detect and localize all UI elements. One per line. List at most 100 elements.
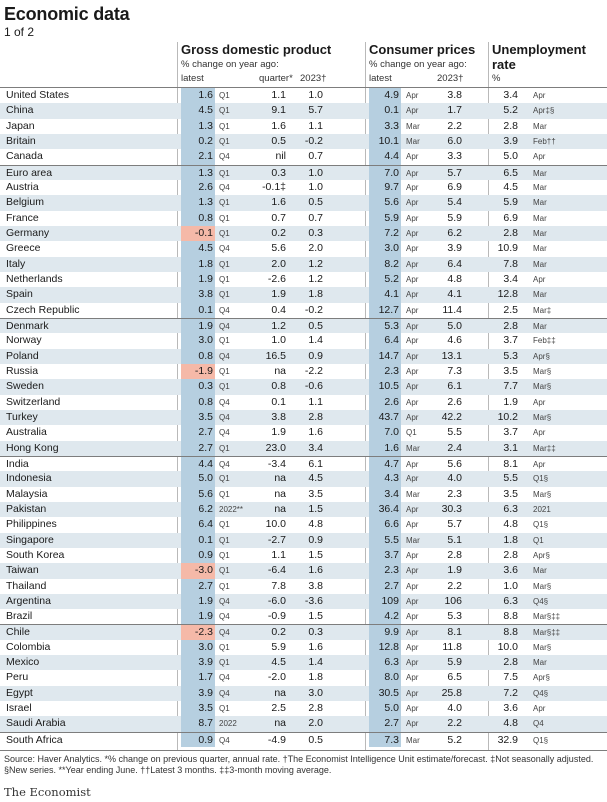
country-name: Malaysia bbox=[6, 487, 48, 500]
cpi-latest: 6.3 bbox=[369, 655, 401, 671]
cpi-latest: 3.4 bbox=[369, 486, 401, 502]
unemployment-rate: 1.9 bbox=[503, 395, 518, 408]
cpi-2023: 5.5 bbox=[447, 426, 462, 439]
cpi-latest: 5.3 bbox=[369, 318, 401, 334]
gdp-2023: -2.2 bbox=[304, 364, 323, 377]
divider-unemployment bbox=[488, 42, 489, 750]
country-name: Australia bbox=[6, 426, 47, 439]
cpi-latest: 4.1 bbox=[369, 287, 401, 303]
gdp-latest: 6.2 bbox=[181, 501, 215, 518]
unemployment-period: Apr bbox=[533, 91, 546, 100]
gdp-2023: 1.8 bbox=[308, 288, 323, 301]
unemployment-period: Apr bbox=[533, 459, 546, 469]
gdp-quarter: -0.9 bbox=[267, 610, 286, 623]
gdp-period: Q1 bbox=[219, 274, 230, 284]
gdp-latest: 3.0 bbox=[181, 639, 215, 656]
gdp-2023: -0.2 bbox=[304, 303, 323, 316]
cpi-2023: 6.1 bbox=[447, 380, 462, 393]
cpi-2023: 2.3 bbox=[447, 487, 462, 500]
cpi-period: Apr bbox=[406, 290, 419, 300]
table-row: Colombia 3.0 Q1 5.9 1.6 12.8 Apr 11.8 10.0 Mar§ bbox=[0, 639, 607, 656]
unemployment-rate: 6.3 bbox=[503, 502, 518, 515]
cpi-period: Apr bbox=[406, 244, 419, 254]
country-name: Poland bbox=[6, 349, 39, 362]
cpi-2023: 8.1 bbox=[447, 626, 462, 639]
cpi-header: Consumer prices bbox=[369, 42, 476, 57]
unemployment-period: Q1§ bbox=[533, 474, 549, 484]
gdp-period: Q1 bbox=[219, 520, 230, 530]
unemployment-rate: 4.5 bbox=[503, 180, 518, 193]
gdp-latest: 0.8 bbox=[181, 394, 215, 410]
cpi-period: Apr bbox=[406, 106, 419, 116]
table-row: Philippines 6.4 Q1 10.0 4.8 6.6 Apr 5.7 4.8 Q1§ bbox=[0, 517, 607, 533]
country-name: Austria bbox=[6, 180, 39, 193]
gdp-period: Q4 bbox=[219, 152, 230, 162]
gdp-period: Q1 bbox=[219, 489, 230, 499]
unemployment-period: Apr§ bbox=[533, 351, 550, 361]
cpi-period: Apr bbox=[406, 719, 419, 729]
gdp-latest: -2.3 bbox=[181, 625, 215, 640]
table-row: Turkey 3.5 Q4 3.8 2.8 43.7 Apr 42.2 10.2 Mar§ bbox=[0, 409, 607, 426]
gdp-2023: 1.5 bbox=[308, 610, 323, 623]
gdp-quarter: na bbox=[274, 717, 286, 730]
country-name: Pakistan bbox=[6, 502, 47, 515]
cpi-latest: 3.0 bbox=[369, 241, 401, 257]
gdp-period: Q1 bbox=[219, 259, 230, 269]
gdp-period: Q1 bbox=[219, 474, 230, 484]
gdp-quarter: -6.4 bbox=[267, 564, 286, 577]
gdp-period: Q1 bbox=[219, 213, 230, 223]
cpi-period: Apr bbox=[406, 182, 419, 192]
cpi-2023: 2.2 bbox=[447, 579, 462, 592]
table-row: Canada 2.1 Q4 nil 0.7 4.4 Apr 3.3 5.0 Apr bbox=[0, 149, 607, 165]
gdp-quarter: 4.5 bbox=[271, 656, 286, 669]
gdp-quarter: 1.9 bbox=[271, 426, 286, 439]
table-row: Netherlands 1.9 Q1 -2.6 1.2 5.2 Apr 4.8 3.4 Apr bbox=[0, 271, 607, 288]
gdp-2023: 4.8 bbox=[308, 518, 323, 531]
gdp-2023: 3.0 bbox=[308, 686, 323, 699]
unemployment-rate: 10.0 bbox=[497, 640, 518, 653]
unemployment-period: Q4 bbox=[533, 719, 544, 729]
gdp-latest: 0.3 bbox=[181, 379, 215, 395]
gdp-latest: 3.5 bbox=[181, 701, 215, 717]
unemployment-rate: 2.8 bbox=[503, 656, 518, 669]
gdp-quarter: 0.7 bbox=[271, 211, 286, 224]
unemployment-period: Mar§ bbox=[533, 581, 552, 591]
gdp-latest: -3.0 bbox=[181, 563, 215, 579]
gdp-quarter: 5.6 bbox=[271, 242, 286, 255]
gdp-2023: 1.6 bbox=[308, 564, 323, 577]
cpi-latest: 2.7 bbox=[369, 716, 401, 732]
country-name: Mexico bbox=[6, 656, 40, 669]
table-row: India 4.4 Q4 -3.4 6.1 4.7 Apr 5.6 8.1 Apr bbox=[0, 455, 607, 472]
country-name: Brazil bbox=[6, 610, 33, 623]
cpi-period: Apr bbox=[406, 382, 419, 392]
cpi-period: Apr bbox=[406, 520, 419, 530]
cpi-period: Apr bbox=[406, 412, 419, 422]
country-name: Netherlands bbox=[6, 272, 63, 285]
cpi-2023: 6.9 bbox=[447, 180, 462, 193]
gdp-latest: 0.9 bbox=[181, 732, 215, 748]
country-name: Euro area bbox=[6, 166, 53, 179]
gdp-latest: 6.4 bbox=[181, 517, 215, 533]
gdp-period: Q4 bbox=[219, 673, 230, 683]
cpi-latest: 5.9 bbox=[369, 210, 401, 226]
gdp-quarter: 0.2 bbox=[271, 226, 286, 239]
cpi-period: Q1 bbox=[406, 428, 417, 438]
unemployment-period: Apr bbox=[533, 274, 546, 284]
gdp-latest: 0.8 bbox=[181, 210, 215, 226]
gdp-period: Q4 bbox=[219, 244, 230, 254]
unemployment-rate: 3.9 bbox=[503, 134, 518, 147]
unemployment-header-rate: rate bbox=[492, 57, 516, 72]
gdp-latest: 3.5 bbox=[181, 409, 215, 426]
gdp-2023: 0.3 bbox=[308, 226, 323, 239]
cpi-latest: 5.2 bbox=[369, 271, 401, 288]
table-row: Thailand 2.7 Q1 7.8 3.8 2.7 Apr 2.2 1.0 Mar§ bbox=[0, 578, 607, 594]
gdp-2023: 0.5 bbox=[308, 319, 323, 332]
cpi-latest: 4.9 bbox=[369, 88, 401, 104]
gdp-quarter: -2.0 bbox=[267, 671, 286, 684]
unemployment-rate: 10.2 bbox=[497, 410, 518, 423]
country-name: Chile bbox=[6, 626, 30, 639]
table-row: Britain 0.2 Q1 0.5 -0.2 10.1 Mar 6.0 3.9 Feb†† bbox=[0, 133, 607, 150]
cpi-2023: 6.0 bbox=[447, 134, 462, 147]
cpi-period: Mar bbox=[406, 121, 420, 131]
cpi-latest: 8.0 bbox=[369, 670, 401, 686]
